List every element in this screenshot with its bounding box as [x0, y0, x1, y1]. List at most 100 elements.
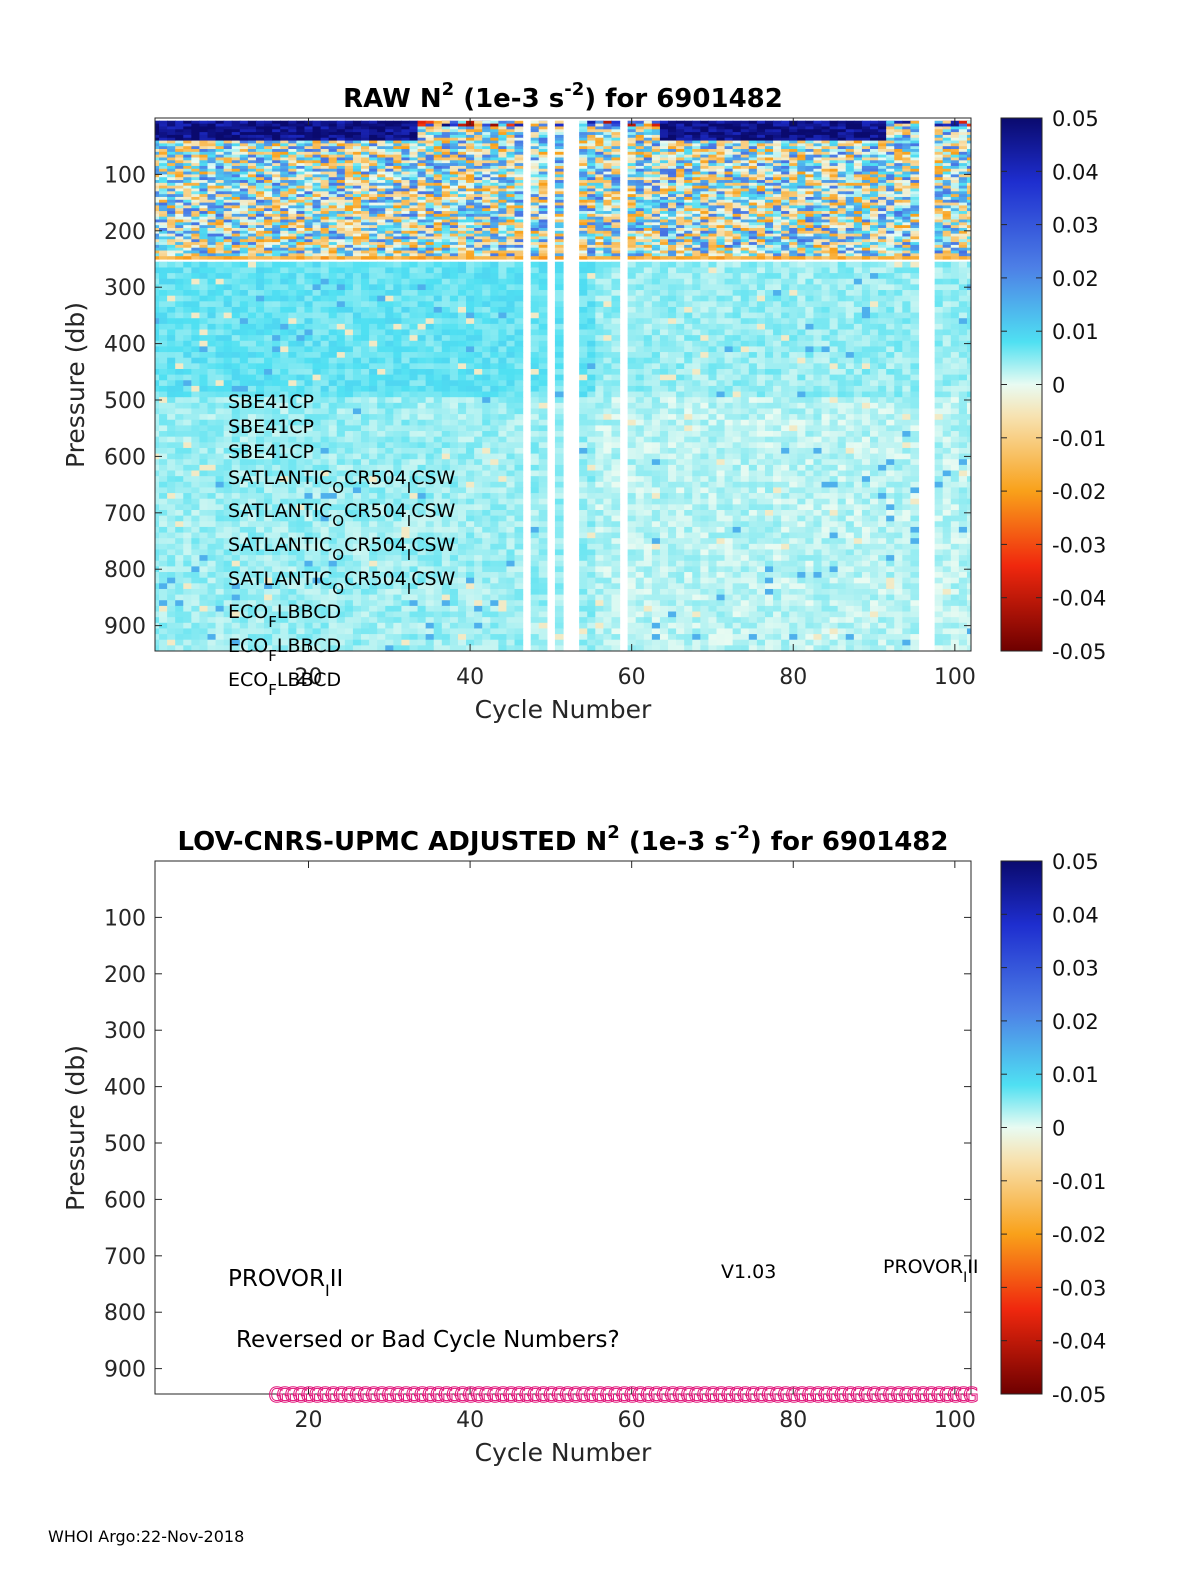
heat-cell — [320, 323, 330, 331]
heat-cell — [207, 205, 217, 209]
heat-cell — [409, 239, 419, 243]
heat-cell — [352, 617, 362, 624]
heat-cell — [336, 583, 346, 590]
heat-cell — [336, 493, 346, 500]
heat-cell — [377, 498, 386, 505]
heat-cell — [223, 583, 233, 590]
heat-cell — [449, 374, 459, 381]
heat-cell — [433, 476, 443, 483]
heat-cell — [175, 368, 184, 376]
heat-cell — [433, 374, 443, 381]
heat-cell — [191, 312, 201, 319]
heat-cell — [183, 566, 192, 573]
heat-cell — [425, 560, 435, 567]
heat-cell — [369, 380, 378, 387]
heat-cell — [449, 256, 459, 260]
heat-cell — [466, 126, 475, 130]
heat-cell — [352, 163, 362, 167]
heat-cell — [474, 196, 483, 201]
heat-cell — [344, 247, 354, 252]
heat-cell — [199, 137, 209, 142]
heat-cell — [393, 391, 403, 398]
heat-cell — [264, 572, 273, 579]
heat-cell — [159, 583, 168, 590]
heat-cell — [280, 594, 289, 601]
heat-cell — [247, 605, 257, 613]
heat-cell — [312, 453, 322, 460]
heat-cell — [288, 498, 297, 505]
heat-cell — [433, 583, 443, 590]
heat-cell — [377, 213, 386, 218]
heat-cell — [409, 318, 419, 325]
heat-cell — [441, 481, 451, 489]
heat-cell — [466, 132, 475, 136]
heat-cell — [361, 168, 370, 173]
heat-cell — [393, 543, 403, 551]
heat-cell — [175, 487, 184, 494]
heat-cell — [183, 137, 192, 142]
heat-cell — [482, 385, 491, 393]
heat-cell — [336, 600, 346, 607]
heat-cell — [183, 301, 192, 308]
heat-cell — [272, 493, 281, 500]
heat-cell — [215, 149, 225, 153]
heat-cell — [352, 205, 362, 209]
heat-cell — [474, 233, 483, 238]
heat-cell — [223, 617, 233, 624]
heat-cell — [199, 493, 209, 500]
heat-cell — [449, 368, 459, 376]
heat-cell — [296, 431, 306, 438]
heat-cell — [449, 208, 459, 212]
heat-cell — [336, 532, 346, 539]
heat-cell — [352, 273, 362, 280]
heat-cell — [425, 543, 435, 551]
heat-cell — [199, 549, 209, 556]
heat-cell — [207, 301, 217, 308]
heat-cell — [401, 509, 411, 517]
heat-cell — [352, 306, 362, 314]
heat-cell — [312, 566, 322, 573]
heat-cell — [336, 216, 346, 221]
heat-cell — [320, 357, 330, 364]
heat-cell — [352, 560, 362, 567]
heat-cell — [385, 470, 394, 477]
heat-cell — [255, 149, 265, 153]
heat-cell — [433, 227, 443, 232]
heat-cell — [361, 185, 370, 190]
heat-cell — [344, 250, 354, 254]
heat-cell — [183, 329, 192, 336]
heat-cell — [167, 230, 176, 235]
heat-cell — [207, 253, 217, 257]
heat-cell — [159, 126, 168, 130]
heat-cell — [320, 329, 330, 336]
heat-cell — [288, 577, 297, 584]
heat-cell — [280, 431, 289, 438]
heat-cell — [474, 323, 483, 331]
heat-cell — [425, 476, 435, 483]
heat-cell — [312, 199, 322, 204]
heat-cell — [433, 126, 443, 130]
heat-cell — [409, 566, 419, 573]
heat-cell — [215, 244, 225, 249]
heat-cell — [247, 267, 257, 274]
heat-cell — [441, 431, 451, 438]
heat-cell — [167, 149, 176, 153]
heat-cell — [247, 431, 257, 438]
heat-cell — [231, 374, 241, 381]
heat-cell — [159, 191, 168, 195]
heat-cell — [167, 594, 176, 601]
heat-cell — [466, 180, 475, 184]
heat-cell — [425, 267, 435, 274]
heat-cell — [247, 129, 257, 133]
heat-cell — [344, 346, 354, 353]
heat-cell — [320, 611, 330, 618]
heat-cell — [183, 639, 192, 646]
heat-cell — [155, 290, 160, 297]
heat-cell — [385, 196, 394, 201]
heat-cell — [296, 216, 306, 221]
heat-cell — [264, 419, 273, 426]
heat-cell — [191, 273, 201, 280]
heat-cell — [191, 346, 201, 353]
heat-cell — [191, 583, 201, 590]
heat-cell — [336, 436, 346, 443]
